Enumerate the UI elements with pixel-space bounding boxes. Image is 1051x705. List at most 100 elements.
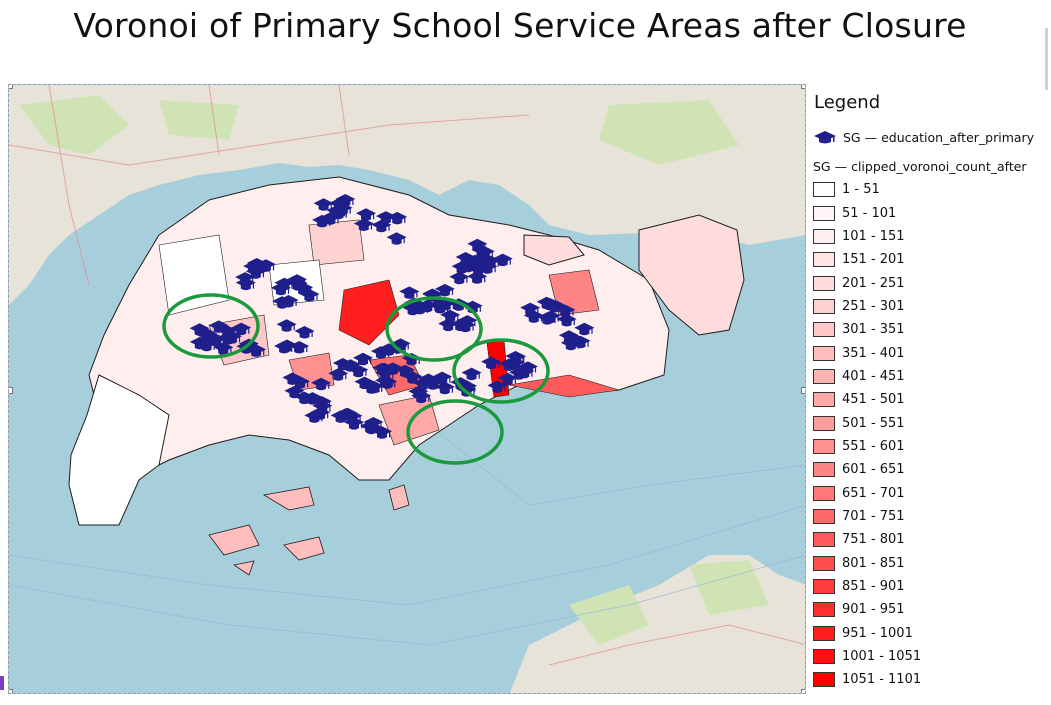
school-marker-icon[interactable] xyxy=(354,376,375,390)
school-marker-icon[interactable] xyxy=(372,426,392,439)
school-marker-icon[interactable] xyxy=(278,295,299,308)
school-marker-icon[interactable] xyxy=(217,332,238,345)
legend-panel: Legend SG — education_after_primary SG —… xyxy=(813,90,1051,692)
school-marker-icon[interactable] xyxy=(434,381,455,395)
basemap-greenery xyxy=(19,95,769,645)
school-marker-icon[interactable] xyxy=(574,322,595,336)
school-marker-icon[interactable] xyxy=(450,318,471,332)
school-marker-icon[interactable] xyxy=(399,286,420,299)
school-marker-icon[interactable] xyxy=(328,198,349,211)
school-marker-icon[interactable] xyxy=(313,198,334,211)
school-marker-icon[interactable] xyxy=(492,253,513,267)
legend-class-row: 51 - 101 xyxy=(813,201,1051,224)
school-marker-icon[interactable] xyxy=(363,417,384,430)
slide-marker xyxy=(0,676,4,690)
western-industrial-area[interactable] xyxy=(68,374,170,526)
legend-class-label: 51 - 101 xyxy=(842,205,897,221)
school-marker-icon[interactable] xyxy=(294,326,315,339)
school-marker-icon[interactable] xyxy=(353,352,373,366)
pulau-tekong[interactable] xyxy=(638,214,745,336)
school-marker-icon[interactable] xyxy=(487,380,508,393)
school-marker-icon[interactable] xyxy=(312,400,333,414)
school-marker-icon[interactable] xyxy=(434,283,455,297)
school-marker-icon[interactable] xyxy=(290,376,310,389)
school-marker-icon[interactable] xyxy=(342,410,363,424)
school-marker-icon[interactable] xyxy=(514,365,535,379)
school-marker-icon[interactable] xyxy=(386,232,407,245)
legend-class-row: 851 - 901 xyxy=(813,575,1051,598)
legend-class-row: 1051 - 1101 xyxy=(813,668,1051,691)
legend-class-row: 101 - 151 xyxy=(813,225,1051,248)
school-marker-icon[interactable] xyxy=(382,362,403,375)
legend-swatch xyxy=(813,508,835,524)
school-marker-icon[interactable] xyxy=(189,323,210,336)
legend-swatch xyxy=(813,205,835,221)
legend-polygon-layer-label: SG — clipped_voronoi_count_after xyxy=(813,159,1027,174)
school-marker-icon[interactable] xyxy=(276,319,297,332)
school-marker-icon[interactable] xyxy=(231,322,252,336)
school-marker-icon[interactable] xyxy=(471,244,492,258)
school-marker-icon[interactable] xyxy=(556,314,577,327)
school-marker-icon[interactable] xyxy=(287,274,307,287)
school-marker-icon[interactable] xyxy=(467,271,488,284)
map-svg xyxy=(9,85,805,693)
map-canvas[interactable] xyxy=(8,84,806,694)
school-marker-icon[interactable] xyxy=(277,339,297,353)
school-marker-icon[interactable] xyxy=(371,346,391,359)
school-marker-icon[interactable] xyxy=(299,289,320,302)
legend-class-label: 151 - 201 xyxy=(842,252,905,268)
school-marker-icon[interactable] xyxy=(449,271,470,285)
frame-handle-middle-left[interactable] xyxy=(9,387,13,394)
school-marker-icon[interactable] xyxy=(270,282,291,296)
school-marker-icon[interactable] xyxy=(243,261,264,274)
legend-swatch xyxy=(813,322,835,338)
legend-swatch xyxy=(813,345,835,361)
school-marker-icon[interactable] xyxy=(387,211,408,225)
school-marker-icon[interactable] xyxy=(537,312,558,325)
frame-handle-middle-right[interactable] xyxy=(801,387,805,394)
legend-class-row: 451 - 501 xyxy=(813,388,1051,411)
legend-class-label: 751 - 801 xyxy=(842,532,905,548)
frame-handle-top-right[interactable] xyxy=(801,85,805,89)
frame-handle-bottom-right[interactable] xyxy=(801,689,805,693)
school-marker-icon[interactable] xyxy=(348,364,369,378)
legend-swatch xyxy=(813,275,835,291)
school-marker-icon[interactable] xyxy=(332,358,353,371)
legend-class-label: 601 - 651 xyxy=(842,462,905,478)
school-marker-icon[interactable] xyxy=(208,320,229,333)
frame-handle-top-left[interactable] xyxy=(9,85,13,89)
legend-class-row: 401 - 451 xyxy=(813,365,1051,388)
legend-class-row: 951 - 1001 xyxy=(813,622,1051,645)
voronoi-cell-hotspot-central xyxy=(338,279,400,346)
school-marker-icon[interactable] xyxy=(371,219,392,233)
legend-swatch xyxy=(813,392,835,408)
legend-heading: Legend xyxy=(814,92,881,113)
school-marker-icon[interactable] xyxy=(328,368,349,381)
school-marker-icon[interactable] xyxy=(497,372,518,386)
school-marker-icon[interactable] xyxy=(235,272,256,285)
school-marker-icon[interactable] xyxy=(189,336,210,350)
school-marker-icon[interactable] xyxy=(418,373,439,387)
school-marker-icon[interactable] xyxy=(304,410,325,423)
legend-class-row: 1 - 51 xyxy=(813,178,1051,201)
graduation-cap-icon xyxy=(814,131,836,144)
school-marker-icon[interactable] xyxy=(311,377,332,391)
frame-handle-bottom-left[interactable] xyxy=(9,689,13,693)
legend-class-label: 1051 - 1101 xyxy=(842,672,922,688)
southern-islands[interactable] xyxy=(208,484,410,576)
legend-class-label: 201 - 251 xyxy=(842,275,905,291)
legend-swatch xyxy=(813,252,835,268)
school-marker-icon[interactable] xyxy=(564,333,585,347)
school-marker-icon[interactable] xyxy=(353,218,374,232)
school-marker-icon[interactable] xyxy=(506,351,527,364)
legend-class-label: 1001 - 1051 xyxy=(842,649,922,665)
school-marker-icon[interactable] xyxy=(481,356,502,370)
school-marker-icon[interactable] xyxy=(320,212,341,225)
school-marker-icon[interactable] xyxy=(411,390,432,404)
school-marker-icon[interactable] xyxy=(440,309,461,323)
school-marker-icon[interactable] xyxy=(213,342,234,355)
school-marker-icon[interactable] xyxy=(461,367,482,381)
school-marker-icon[interactable] xyxy=(467,259,488,273)
legend-swatch xyxy=(813,368,835,384)
pulau-ubin[interactable] xyxy=(523,234,585,266)
